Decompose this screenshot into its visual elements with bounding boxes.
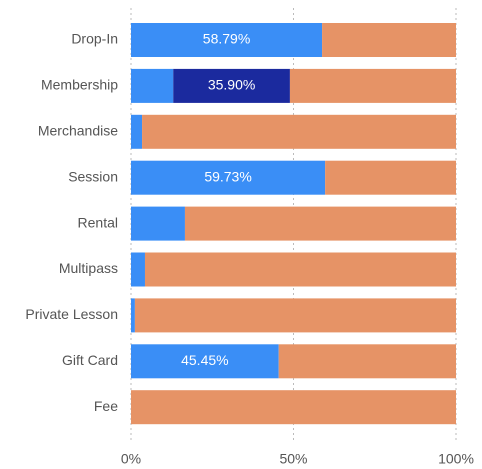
- data-label: 45.45%: [181, 352, 228, 368]
- bar-segment: [278, 344, 456, 379]
- y-tick-label: Gift Card: [62, 352, 118, 368]
- x-tick-label: 50%: [279, 451, 307, 467]
- y-tick-label: Drop-In: [71, 31, 118, 47]
- y-tick-label: Session: [68, 168, 118, 184]
- y-tick-label: Rental: [78, 214, 118, 230]
- y-tick-label: Merchandise: [38, 123, 118, 139]
- data-label: 35.90%: [208, 77, 255, 93]
- bar-segment: [131, 114, 143, 149]
- y-tick-label: Multipass: [59, 260, 118, 276]
- bar-segment: [184, 206, 456, 241]
- bar-segment: [131, 160, 326, 195]
- bar-segment: [142, 114, 457, 149]
- x-tick-label: 100%: [438, 451, 474, 467]
- bar-segment: [131, 23, 323, 57]
- bar-segment: [144, 252, 456, 287]
- y-tick-label: Private Lesson: [25, 306, 118, 322]
- bar-segment: [325, 160, 456, 195]
- y-tick-label: Fee: [94, 398, 118, 414]
- bar-segment: [131, 344, 279, 379]
- bar-segment: [131, 252, 145, 287]
- bar-segment: [131, 298, 135, 333]
- data-label: 58.79%: [203, 31, 250, 47]
- bar-segment: [289, 68, 456, 103]
- bar-segment: [173, 68, 290, 103]
- bar-segment: [131, 206, 185, 241]
- data-label: 59.73%: [204, 168, 251, 184]
- y-tick-label: Membership: [41, 77, 118, 93]
- bar-segment: [131, 390, 456, 425]
- x-tick-label: 0%: [121, 451, 141, 467]
- bar-segment: [131, 68, 174, 103]
- bar-segment: [322, 23, 456, 57]
- bar-segment: [134, 298, 456, 333]
